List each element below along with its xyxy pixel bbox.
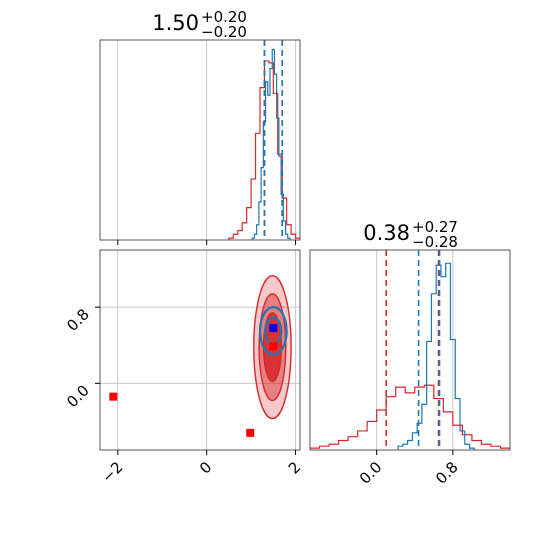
tick-label-corner-x-2: 2 [285,458,304,477]
frame-p2 [309,249,511,451]
tick-label-p2-x-0: 0.0 [356,458,386,488]
tick-label-corner-y-0: 0.0 [63,381,93,411]
tick-label-corner-x-0: −2 [98,458,126,486]
frame-p1 [99,39,301,241]
hist-p1-blue [251,48,291,240]
marker-blue-0 [269,324,278,333]
tick-label-p2-x-1: 0.8 [432,458,462,488]
title-panel-2: 0.38 +0.27 −0.28 [363,218,458,251]
marker-red-3 [246,428,255,437]
marker-red-1 [269,342,278,351]
title-1-lower: −0.20 [201,23,247,41]
title-2-value: 0.38 [363,221,410,245]
tick-label-corner-x-1: 0 [196,458,215,477]
panel-2-content [310,250,510,450]
title-2-lower: −0.28 [412,233,458,251]
title-panel-1: 1.50 +0.20 −0.20 [152,8,247,41]
marker-red-2 [109,392,118,401]
panel-corner-content [100,250,300,450]
title-1-upper: +0.20 [201,8,247,26]
frame-corner [99,249,301,451]
panels: −2 0 2 0.0 0.8 0.0 0.8 [63,39,511,488]
panel-1-content [117,40,300,240]
hist-p2-blue [397,262,475,450]
title-1-value: 1.50 [152,11,199,35]
title-2-upper: +0.27 [412,218,458,236]
tick-label-corner-y-1: 0.8 [63,305,93,335]
hist-p2-red [310,384,510,450]
contour-blue-0 [258,306,288,356]
